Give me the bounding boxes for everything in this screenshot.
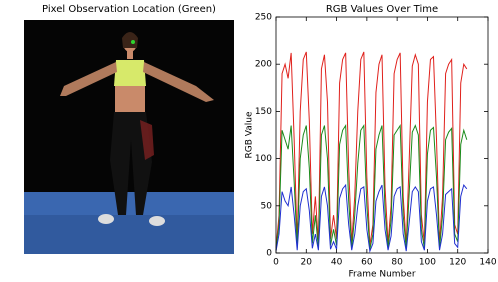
x-tick-label: 20 <box>301 258 313 268</box>
y-axis-label: RGB Value <box>245 111 255 158</box>
y-tick-label: 250 <box>255 13 272 23</box>
x-tick-label: 120 <box>449 258 466 268</box>
x-tick-label: 60 <box>361 258 373 268</box>
x-tick-label: 80 <box>391 258 403 268</box>
y-tick-label: 50 <box>261 201 273 211</box>
image-title: Pixel Observation Location (Green) <box>42 4 216 15</box>
y-tick-label: 150 <box>255 107 272 117</box>
x-axis-label: Frame Number <box>348 270 415 280</box>
photo <box>24 20 234 254</box>
data-line <box>275 123 468 251</box>
y-tick-label: 200 <box>255 60 272 70</box>
x-tick-label: 100 <box>419 258 436 268</box>
data-line <box>275 51 468 249</box>
chart-title: RGB Values Over Time <box>326 4 438 15</box>
x-tick-label: 140 <box>479 258 496 268</box>
x-tick-label: 0 <box>273 258 279 268</box>
x-tick-label: 40 <box>331 258 343 268</box>
y-tick-label: 100 <box>255 154 272 164</box>
data-line <box>275 183 468 254</box>
y-tick-label: 0 <box>266 249 272 259</box>
plot-frame <box>275 16 489 254</box>
